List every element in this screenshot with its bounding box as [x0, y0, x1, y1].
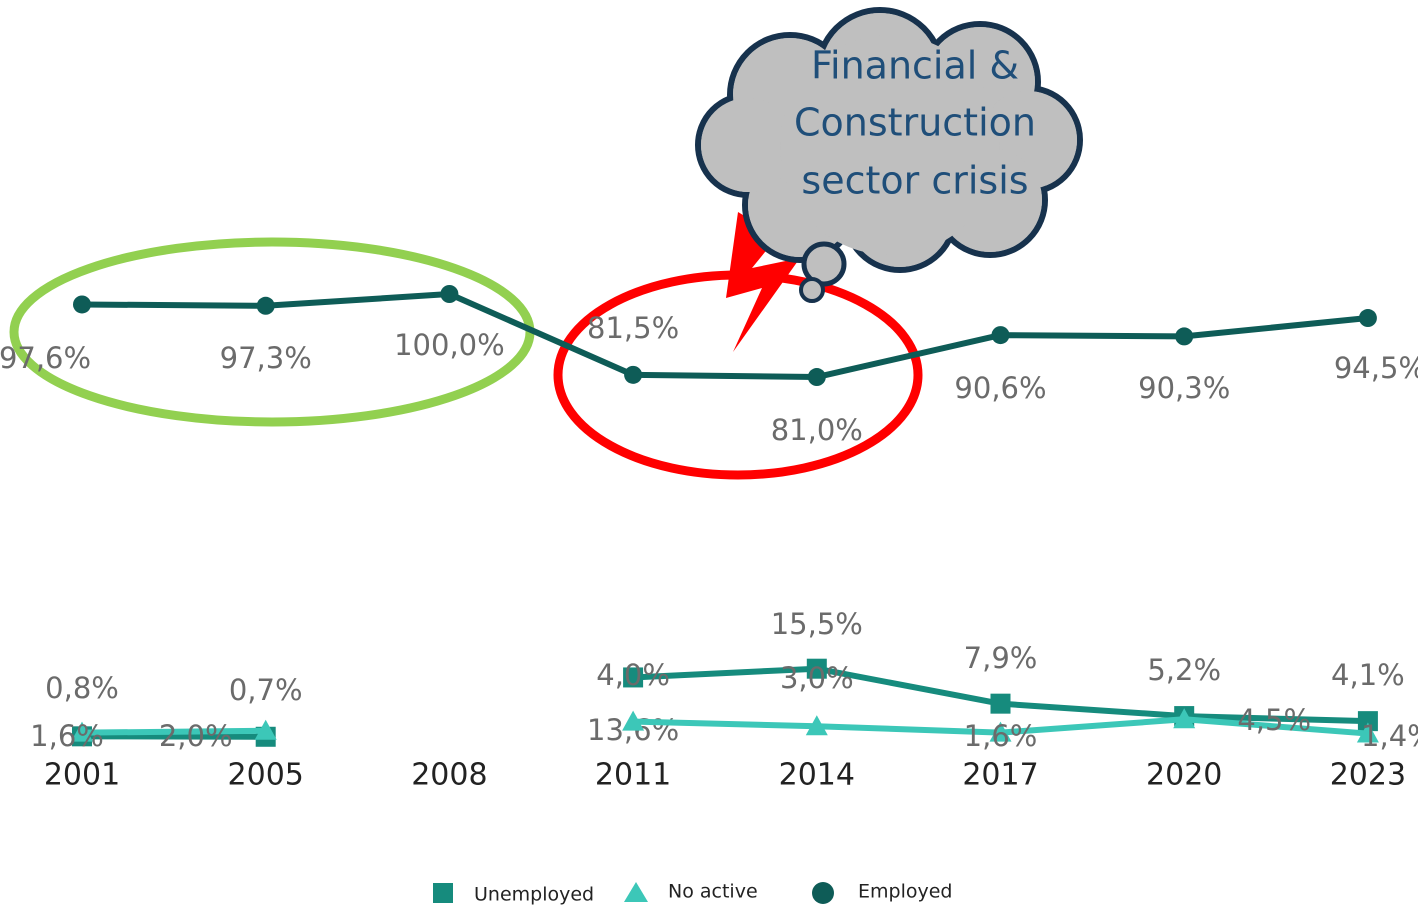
- x-tick-label: 2020: [1146, 758, 1222, 793]
- cloud-bubble: [801, 279, 823, 301]
- x-tick-label: 2008: [411, 758, 487, 793]
- marker: [992, 326, 1010, 344]
- data-label: 4,1%: [1331, 658, 1405, 692]
- marker: [808, 368, 826, 386]
- x-tick-label: 2023: [1330, 758, 1406, 793]
- plot-area: 2001 2005 2008 2011 2014 2017 2020 2023 0,8% 0,7%…: [0, 285, 1418, 793]
- marker: [991, 694, 1011, 714]
- data-label: 2,0%: [159, 719, 233, 753]
- data-label: 100,0%: [394, 328, 505, 362]
- legend-marker: [812, 882, 834, 904]
- annotation-text: Financial &: [811, 44, 1019, 88]
- marker: [1175, 327, 1193, 345]
- data-label: 97,6%: [0, 341, 91, 375]
- legend-marker: [433, 883, 453, 903]
- data-label: 81,0%: [771, 413, 863, 447]
- legend: Unemployed No active Employed: [433, 881, 952, 906]
- data-label: 94,5%: [1334, 351, 1418, 385]
- x-tick-label: 2005: [228, 758, 304, 793]
- data-label: 1,6%: [964, 719, 1038, 753]
- legend-label: No active: [668, 881, 758, 903]
- data-label: 81,5%: [587, 311, 679, 345]
- data-label: 5,2%: [1147, 653, 1221, 687]
- legend-label: Employed: [858, 881, 952, 903]
- data-label: 97,3%: [220, 341, 312, 375]
- marker: [624, 366, 642, 384]
- annotation-text: Construction: [794, 101, 1036, 145]
- x-tick-label: 2001: [44, 758, 120, 793]
- x-tick-label: 2011: [595, 758, 671, 793]
- data-label: 90,3%: [1138, 371, 1230, 405]
- marker: [257, 297, 275, 315]
- legend-label: Unemployed: [474, 884, 594, 906]
- legend-marker: [624, 882, 648, 902]
- data-label: 0,7%: [229, 673, 303, 707]
- data-label: 3,0%: [780, 661, 854, 695]
- data-label: 7,9%: [964, 641, 1038, 675]
- data-label: 15,5%: [771, 607, 863, 641]
- data-label: 1,6%: [30, 719, 104, 753]
- data-label: 1,4%: [1361, 719, 1418, 753]
- annotation-text: sector crisis: [801, 159, 1028, 203]
- data-label: 4,5%: [1237, 703, 1311, 737]
- chart: 2001 2005 2008 2011 2014 2017 2020 2023 0,8% 0,7%…: [0, 0, 1418, 906]
- data-label: 90,6%: [954, 371, 1046, 405]
- data-label: 4,0%: [596, 658, 670, 692]
- data-label: 0,8%: [45, 671, 119, 705]
- marker: [1359, 309, 1377, 327]
- marker: [73, 295, 91, 313]
- marker: [440, 285, 458, 303]
- x-tick-label: 2014: [779, 758, 855, 793]
- x-tick-label: 2017: [962, 758, 1038, 793]
